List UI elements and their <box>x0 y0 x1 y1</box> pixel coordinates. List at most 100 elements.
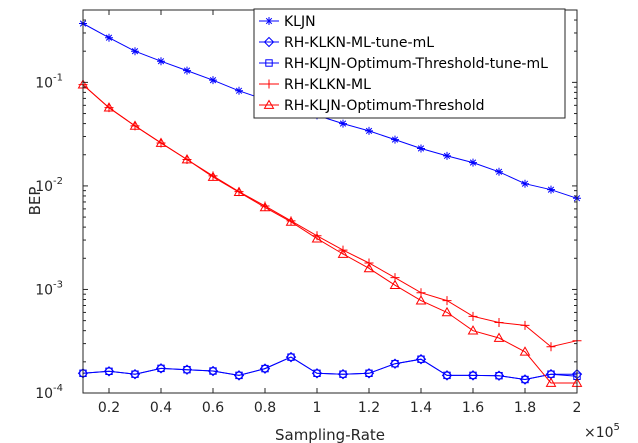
legend-entry: KLJN <box>259 14 316 30</box>
legend-entry: RH-KLKN-ML-tune-mL <box>259 35 434 51</box>
x-tick-label: 1 <box>313 400 322 416</box>
legend-marker <box>265 59 273 67</box>
legend-marker <box>263 36 275 48</box>
data-point <box>285 216 297 226</box>
data-point <box>131 47 139 56</box>
y-tick-label: 10-2 <box>35 176 63 195</box>
x-tick-label: 1.4 <box>410 400 432 416</box>
data-point <box>233 186 245 197</box>
data-point <box>495 167 503 176</box>
data-point <box>157 57 165 66</box>
x-tick-label: 0.8 <box>254 400 276 416</box>
y-tick-label: 10-1 <box>35 72 63 91</box>
legend-marker <box>265 17 273 25</box>
legend-marker <box>263 99 275 109</box>
y-tick-base: 10 <box>35 75 53 91</box>
data-point <box>547 370 555 378</box>
legend-entry: RH-KLJN-Optimum-Threshold <box>259 98 485 114</box>
data-point <box>181 153 193 164</box>
legend-entry: RH-KLJN-Optimum-Threshold-tune-mL <box>259 56 548 72</box>
data-point <box>442 296 452 306</box>
data-point <box>337 248 349 258</box>
data-point <box>415 295 427 305</box>
data-point <box>339 119 347 128</box>
data-point <box>311 233 323 243</box>
series-line <box>82 356 578 381</box>
y-tick-base: 10 <box>35 179 53 195</box>
x-tick-label: 1.2 <box>358 400 380 416</box>
data-point <box>521 179 529 188</box>
data-point <box>545 377 557 387</box>
x-axis-multiplier: ×105 <box>584 422 620 441</box>
y-tick-base: 10 <box>35 386 53 402</box>
y-tick-label: 10-4 <box>35 383 63 402</box>
data-point <box>443 151 451 160</box>
data-point <box>521 375 529 384</box>
data-point <box>391 135 399 144</box>
data-point <box>209 367 217 375</box>
data-point <box>183 365 191 374</box>
legend: KLJN RH-KLKN-ML-tune-mL RH-KLJN-Optimum-Th… <box>253 8 566 119</box>
data-point <box>469 371 477 380</box>
y-axis-label: BEP <box>26 187 44 216</box>
data-point <box>105 367 113 376</box>
x-tick-label: 0.4 <box>150 400 172 416</box>
y-tick-exponent: -2 <box>53 176 63 187</box>
data-point <box>494 317 504 327</box>
data-point <box>131 370 139 378</box>
series-rh-kljn-optimum-threshold-tune-ml <box>79 353 581 384</box>
series-line <box>82 23 578 199</box>
data-point <box>441 306 453 317</box>
x-tick-label: 1.6 <box>462 400 484 416</box>
data-point <box>105 33 113 42</box>
data-point <box>287 353 295 361</box>
data-point <box>183 66 191 75</box>
data-point <box>493 332 505 342</box>
x-axis-label: Sampling-Rate <box>275 426 385 443</box>
data-point <box>495 371 503 380</box>
data-point <box>468 311 478 321</box>
data-point <box>519 346 531 356</box>
data-point <box>417 144 425 153</box>
legend-label: RH-KLJN-Optimum-Threshold-tune-mL <box>284 56 548 72</box>
data-point <box>365 126 373 135</box>
legend-entries: KLJN RH-KLKN-ML-tune-mL RH-KLJN-Optimum-Th… <box>259 14 548 114</box>
data-point <box>103 102 115 112</box>
x-multiplier-exponent: 5 <box>614 422 620 433</box>
data-point <box>339 370 347 378</box>
data-point <box>417 355 425 363</box>
data-point <box>365 369 373 377</box>
data-point <box>235 371 243 380</box>
y-tick-base: 10 <box>35 282 53 298</box>
data-point <box>443 371 451 380</box>
data-point <box>546 342 556 352</box>
data-point <box>235 86 243 95</box>
legend-label: RH-KLKN-ML <box>284 77 371 93</box>
data-point <box>261 364 269 373</box>
data-point <box>391 359 399 368</box>
data-point <box>469 158 477 167</box>
legend-box <box>253 8 566 119</box>
data-point <box>157 364 165 373</box>
legend-label: RH-KLJN-Optimum-Threshold <box>284 98 485 114</box>
data-point <box>209 76 217 85</box>
y-tick-exponent: -4 <box>53 383 63 394</box>
data-point <box>313 369 321 377</box>
x-tick-label: 0.2 <box>98 400 120 416</box>
y-tick-exponent: -3 <box>53 279 63 290</box>
x-tick-label: 1.8 <box>514 400 536 416</box>
data-point <box>467 325 479 335</box>
legend-marker <box>264 79 274 89</box>
data-point <box>259 201 271 212</box>
x-tick-label: 0.6 <box>202 400 224 416</box>
legend-label: RH-KLKN-ML-tune-mL <box>284 35 434 51</box>
data-point <box>389 279 401 290</box>
x-multiplier-base: ×10 <box>584 425 614 441</box>
legend-label: KLJN <box>284 14 316 30</box>
x-tick-label: 2 <box>573 400 582 416</box>
y-tick-label: 10-3 <box>35 279 63 298</box>
data-point <box>207 171 219 181</box>
data-point <box>547 185 555 194</box>
y-tick-exponent: -1 <box>53 72 63 83</box>
